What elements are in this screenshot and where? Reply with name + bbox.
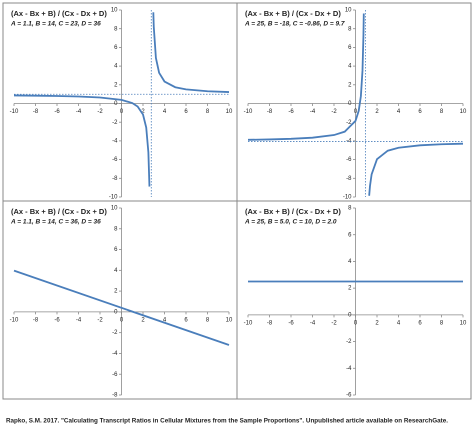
y-tick-label: 10 [111, 206, 118, 212]
x-tick-label: 6 [184, 317, 188, 323]
chart-title: (Ax - Bx + B) / (Cx - Dx + D) [245, 207, 341, 216]
x-tick-label: -10 [244, 320, 253, 326]
x-tick-label: 6 [184, 109, 188, 115]
x-tick-label: 6 [418, 320, 422, 326]
x-tick-label: 4 [163, 317, 167, 323]
y-tick-label: -2 [346, 120, 352, 126]
y-tick-label: 10 [111, 8, 118, 14]
x-tick-label: -8 [267, 320, 273, 326]
y-tick-label: 4 [348, 259, 352, 265]
y-tick-label: 2 [348, 82, 352, 88]
x-tick-label: 4 [163, 109, 167, 115]
x-tick-label: 2 [141, 109, 145, 115]
y-tick-label: 0 [348, 312, 352, 318]
x-tick-label: -10 [10, 317, 19, 323]
y-tick-label: -2 [112, 330, 118, 336]
x-tick-label: -8 [267, 109, 273, 115]
y-tick-label: 4 [114, 268, 118, 274]
chart-subtitle: A = 25, B = 5.0, C = 10, D = 2.0 [244, 219, 337, 226]
y-tick-label: 8 [114, 26, 118, 32]
y-tick-label: -6 [346, 393, 352, 399]
x-tick-label: 2 [375, 320, 379, 326]
x-tick-label: 0 [120, 109, 124, 115]
x-tick-label: -2 [331, 109, 337, 115]
x-tick-label: 4 [397, 320, 401, 326]
y-tick-label: 6 [348, 232, 352, 238]
y-tick-label: 0 [114, 309, 118, 315]
x-tick-label: 0 [354, 109, 358, 115]
y-tick-label: 10 [345, 8, 352, 14]
chart-title: (Ax - Bx + B) / (Cx - Dx + D) [11, 9, 107, 18]
y-tick-label: -8 [346, 176, 352, 182]
x-tick-label: -4 [76, 109, 82, 115]
y-tick-label: 8 [348, 26, 352, 32]
y-tick-label: 6 [348, 45, 352, 51]
x-tick-label: -10 [244, 109, 253, 115]
data-line [247, 13, 464, 196]
y-tick-label: -4 [346, 366, 352, 372]
y-tick-label: 0 [348, 101, 352, 107]
y-tick-label: 6 [114, 247, 118, 253]
x-tick-label: 2 [375, 109, 379, 115]
y-tick-label: 0 [114, 101, 118, 107]
data-line [13, 269, 230, 346]
x-tick-label: -4 [310, 320, 316, 326]
y-tick-label: 2 [114, 82, 118, 88]
x-tick-label: 10 [226, 317, 233, 323]
y-tick-label: -8 [112, 176, 118, 182]
y-tick-label: 6 [114, 45, 118, 51]
x-tick-label: -6 [54, 317, 60, 323]
chart-subtitle: A = 1.1, B = 14, C = 23, D = 36 [10, 21, 101, 28]
x-tick-label: -2 [97, 109, 103, 115]
y-tick-label: -10 [343, 195, 352, 201]
x-tick-label: -2 [331, 320, 337, 326]
chart-subtitle: A = 1.1, B = 14, C = 36, D = 36 [10, 219, 101, 226]
y-tick-label: 8 [114, 226, 118, 232]
x-tick-label: -4 [76, 317, 82, 323]
x-tick-label: -4 [310, 109, 316, 115]
x-tick-label: 10 [226, 109, 233, 115]
y-tick-label: -6 [112, 372, 118, 378]
y-tick-label: 8 [348, 206, 352, 212]
x-tick-label: -6 [54, 109, 60, 115]
y-tick-label: -10 [109, 195, 118, 201]
y-tick-label: 4 [114, 64, 118, 70]
x-tick-label: 10 [460, 109, 467, 115]
x-tick-label: 8 [440, 320, 444, 326]
x-tick-label: 0 [120, 317, 124, 323]
y-tick-label: -4 [112, 351, 118, 357]
x-tick-label: -6 [288, 320, 294, 326]
y-tick-label: -8 [112, 393, 118, 399]
x-tick-label: -8 [33, 317, 39, 323]
y-tick-label: -2 [346, 339, 352, 345]
y-tick-label: 2 [348, 286, 352, 292]
x-tick-label: -2 [97, 317, 103, 323]
chart-title: (Ax - Bx + B) / (Cx - Dx + D) [11, 207, 107, 216]
y-tick-label: -6 [112, 157, 118, 163]
y-tick-label: -6 [346, 157, 352, 163]
y-tick-label: 2 [114, 289, 118, 295]
x-tick-label: 2 [141, 317, 145, 323]
chart-subtitle: A = 25, B = -18, C = -0.86, D = 9.7 [244, 21, 345, 28]
y-tick-label: 4 [348, 64, 352, 70]
x-tick-label: 4 [397, 109, 401, 115]
data-line [13, 12, 230, 187]
x-tick-label: 8 [206, 109, 210, 115]
x-tick-label: 6 [418, 109, 422, 115]
caption: Rapko, S.M. 2017. "Calculating Transcrip… [6, 418, 448, 425]
x-tick-label: -8 [33, 109, 39, 115]
x-tick-label: 8 [440, 109, 444, 115]
y-tick-label: -2 [112, 120, 118, 126]
x-tick-label: 8 [206, 317, 210, 323]
y-tick-label: -4 [112, 138, 118, 144]
x-tick-label: 10 [460, 320, 467, 326]
x-tick-label: -10 [10, 109, 19, 115]
x-tick-label: -6 [288, 109, 294, 115]
x-tick-label: 0 [354, 320, 358, 326]
chart-title: (Ax - Bx + B) / (Cx - Dx + D) [245, 9, 341, 18]
y-tick-label: -4 [346, 138, 352, 144]
